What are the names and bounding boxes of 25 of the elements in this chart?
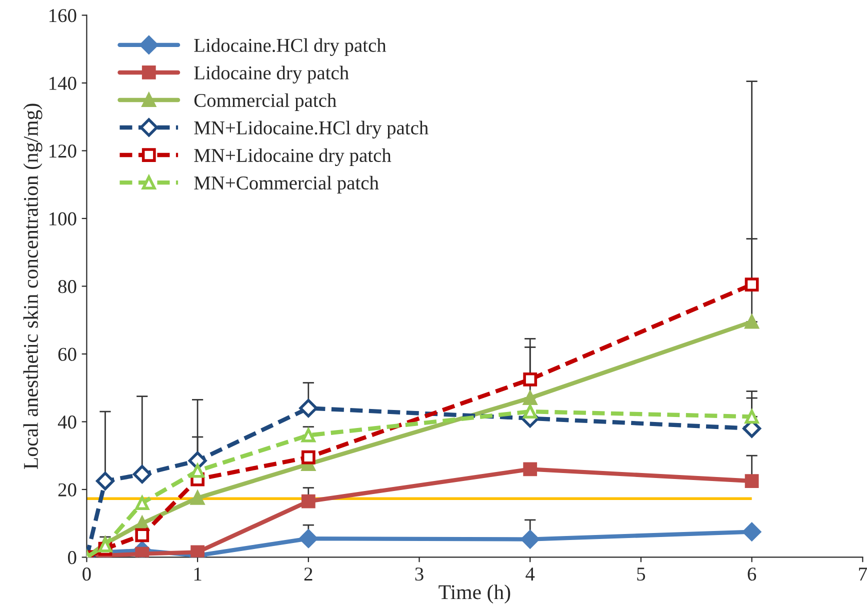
x-tick-label: 5 xyxy=(637,568,646,581)
x-tick-label: 0 xyxy=(82,568,91,581)
x-axis-title: Time (h) xyxy=(438,584,510,604)
x-tick-label: 2 xyxy=(304,568,312,580)
legend-label: Lidocaine dry patch xyxy=(194,66,349,84)
legend-label: MN+Lidocaine.HCl dry patch xyxy=(194,120,428,138)
y-tick-label: 100 xyxy=(50,212,76,226)
x-tick-label: 3 xyxy=(415,568,424,581)
legend-label: Commercial patch xyxy=(194,93,336,111)
y-tick-label: 160 xyxy=(50,9,76,22)
y-tick-label: 20 xyxy=(58,483,76,496)
y-tick-label: 40 xyxy=(58,416,76,429)
y-axis-title: Local anesthetic skin concentration (ng/mg) xyxy=(23,104,42,470)
legend-label: MN+Commercial patch xyxy=(194,176,379,194)
legend-label: MN+Lidocaine dry patch xyxy=(194,148,392,166)
y-tick-label: 0 xyxy=(68,551,76,564)
y-tick-label: 60 xyxy=(58,348,76,361)
y-tick-label: 80 xyxy=(58,280,76,294)
legend-label: Lidocaine.HCl dry patch xyxy=(194,38,386,56)
x-tick-label: 7 xyxy=(859,568,867,580)
x-tick-label: 1 xyxy=(194,568,202,580)
y-tick-label: 120 xyxy=(50,144,76,158)
x-tick-label: 6 xyxy=(748,568,756,581)
x-tick-label: 4 xyxy=(526,568,535,580)
y-tick-label: 140 xyxy=(50,76,76,90)
